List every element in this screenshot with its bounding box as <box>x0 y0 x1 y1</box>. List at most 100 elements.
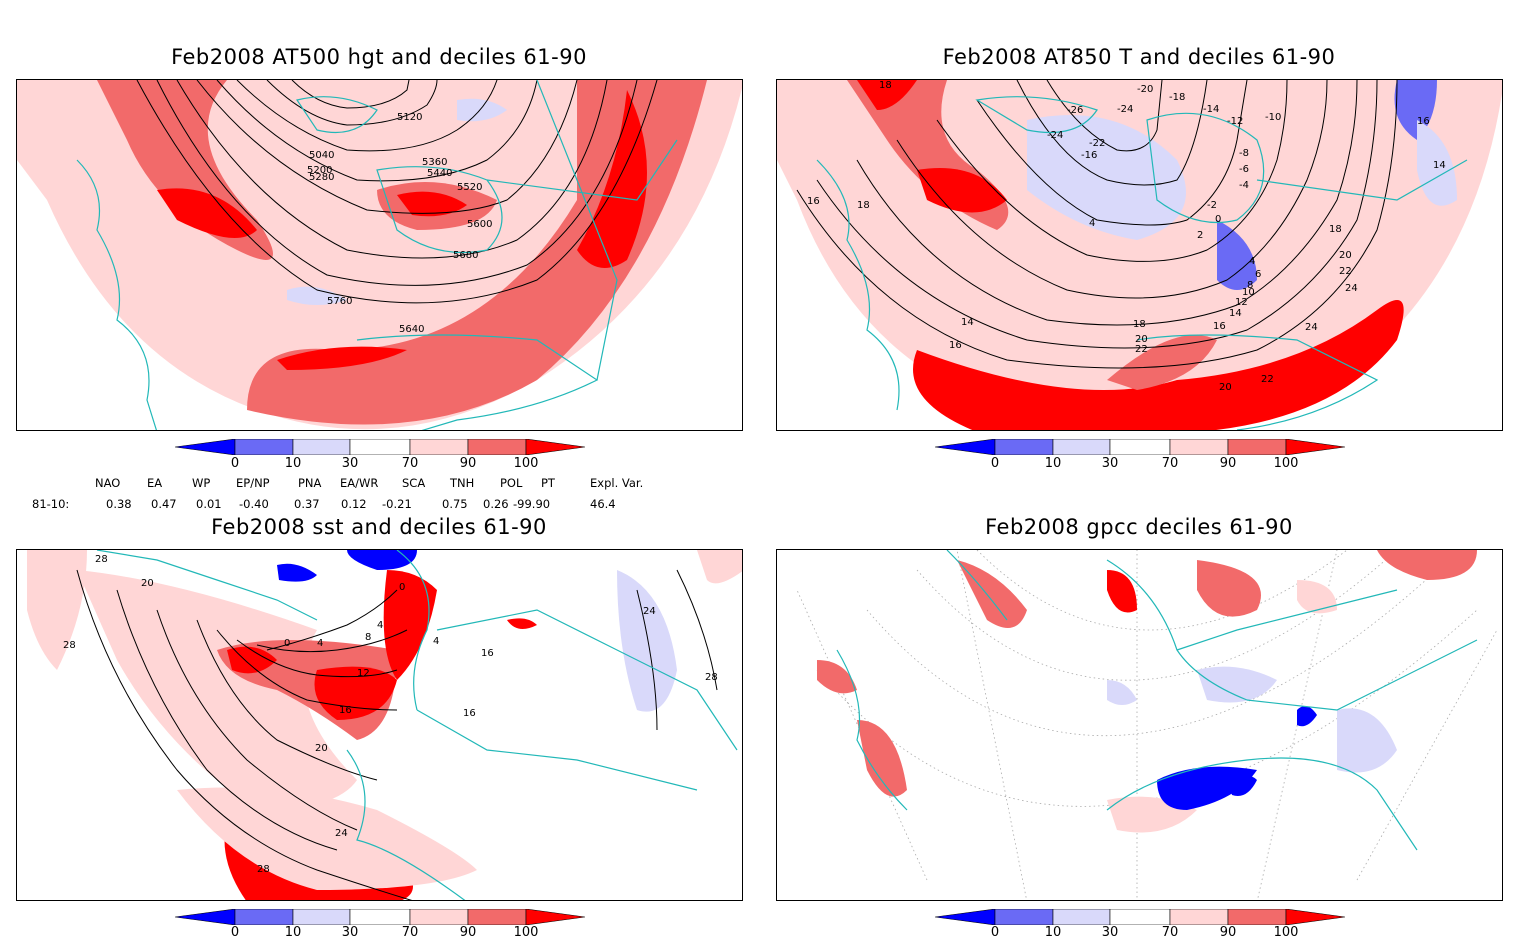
colorbar-label: 10 <box>1044 456 1062 471</box>
colorbar-4 <box>934 908 1346 926</box>
contour-label: 5120 <box>397 112 422 123</box>
index-header: PT <box>541 476 555 490</box>
contour-label: 5200 <box>307 165 332 176</box>
contour-label: 14 <box>1433 160 1446 171</box>
index-header: EP/NP <box>236 476 270 490</box>
panel-title-t850: Feb2008 AT850 T and deciles 61-90 <box>942 45 1336 69</box>
colorbar-1 <box>174 438 586 456</box>
contour-label: -16 <box>1081 150 1097 161</box>
contour-label: -8 <box>1239 148 1249 159</box>
contour-label: 16 <box>1213 321 1226 332</box>
colorbar-label: 90 <box>459 456 477 471</box>
colorbar-label: 100 <box>513 925 539 940</box>
index-value: 0.26 <box>483 497 509 511</box>
contour-label: 20 <box>1339 250 1352 261</box>
contour-label: -24 <box>1047 130 1063 141</box>
colorbar-label: 0 <box>990 456 1000 471</box>
contour-label: 16 <box>807 196 820 207</box>
map-hgt: 5120 5040 5200 5280 5360 5440 5520 5600 … <box>17 80 742 430</box>
colorbar-label: 70 <box>1161 456 1179 471</box>
index-header: EA/WR <box>340 476 379 490</box>
contour-label: -24 <box>1117 104 1133 115</box>
index-value: 0.38 <box>106 497 132 511</box>
index-header: SCA <box>402 476 426 490</box>
index-value: 0.37 <box>294 497 320 511</box>
panel-title-sst: Feb2008 sst and deciles 61-90 <box>211 515 547 539</box>
colorbar-label: 30 <box>341 456 359 471</box>
contour-label: -22 <box>1089 138 1105 149</box>
colorbar-label: 0 <box>990 925 1000 940</box>
colorbar-label: 0 <box>230 925 240 940</box>
index-header: NAO <box>95 476 121 490</box>
contour-label: 18 <box>879 80 892 91</box>
contour-label: 14 <box>961 317 974 328</box>
contour-label: -12 <box>1227 116 1243 127</box>
contour-label: 0 <box>1215 214 1221 225</box>
contour-label: 2 <box>1197 230 1203 241</box>
index-value: 0.12 <box>341 497 367 511</box>
colorbar-3 <box>174 908 586 926</box>
contour-label: 0 <box>284 638 290 649</box>
contour-label: 5600 <box>467 219 492 230</box>
map-sst: 28 20 28 0 4 8 12 16 20 24 28 24 28 4 4 … <box>17 550 742 900</box>
colorbar-label: 30 <box>341 925 359 940</box>
contour-label: 16 <box>949 340 962 351</box>
contour-label: 16 <box>1417 116 1430 127</box>
map-panel-gpcc <box>776 549 1503 901</box>
index-header: PNA <box>298 476 322 490</box>
contour-label: 20 <box>1135 334 1148 345</box>
contour-label: 5360 <box>422 157 447 168</box>
map-panel-sst: 28 20 28 0 4 8 12 16 20 24 28 24 28 4 4 … <box>16 549 743 901</box>
contour-label: 28 <box>63 640 76 651</box>
colorbar-label: 90 <box>459 925 477 940</box>
contour-label: 24 <box>1345 283 1358 294</box>
index-header: TNH <box>450 476 475 490</box>
contour-label: 8 <box>365 632 371 643</box>
contour-label: 4 <box>377 620 383 631</box>
colorbar-label: 10 <box>284 456 302 471</box>
contour-label: 16 <box>339 705 352 716</box>
contour-label: -4 <box>1239 180 1249 191</box>
contour-label: -2 <box>1207 200 1217 211</box>
index-value: 46.4 <box>590 497 616 511</box>
contour-label: -10 <box>1265 112 1281 123</box>
colorbar-label: 100 <box>1273 925 1299 940</box>
contour-label: 6 <box>1255 269 1261 280</box>
contour-label: 22 <box>1135 344 1148 355</box>
colorbar-label: 30 <box>1101 456 1119 471</box>
contour-label: 18 <box>857 200 870 211</box>
contour-label: 5280 <box>309 172 334 183</box>
contour-label: 14 <box>1229 308 1242 319</box>
contour-label: 20 <box>141 578 154 589</box>
colorbar-label: 30 <box>1101 925 1119 940</box>
contour-label: 28 <box>705 672 718 683</box>
index-value: 0.47 <box>151 497 177 511</box>
contour-label: 16 <box>463 708 476 719</box>
index-value: -0.40 <box>239 497 269 511</box>
contour-label: 22 <box>1261 374 1274 385</box>
contour-label: -26 <box>1067 105 1083 116</box>
colorbar-label: 90 <box>1219 456 1237 471</box>
index-header: EA <box>147 476 163 490</box>
contour-label: 24 <box>335 828 348 839</box>
contour-label: 16 <box>481 648 494 659</box>
colorbar-2 <box>934 438 1346 456</box>
contour-label: -20 <box>1137 84 1153 95</box>
contour-label: 5440 <box>427 168 452 179</box>
contour-label: 5520 <box>457 182 482 193</box>
contour-label: 12 <box>1235 297 1248 308</box>
contour-label: 10 <box>1242 287 1255 298</box>
index-value: -99.90 <box>513 497 551 511</box>
map-panel-hgt: 5120 5040 5200 5280 5360 5440 5520 5600 … <box>16 79 743 431</box>
index-value: 0.75 <box>442 497 468 511</box>
contour-label: 0 <box>399 582 405 593</box>
colorbar-label: 100 <box>513 456 539 471</box>
colorbar-label: 70 <box>1161 925 1179 940</box>
map-gpcc <box>796 550 1498 900</box>
index-value: 0.01 <box>196 497 222 511</box>
contour-label: 8 <box>1247 280 1253 291</box>
contour-label: 4 <box>317 638 323 649</box>
contour-label: 18 <box>1329 224 1342 235</box>
map-panel-t850: 18 -20 -18 -26 -24 -24 -22 -16 -14 -12 -… <box>776 79 1503 431</box>
colorbar-label: 70 <box>401 456 419 471</box>
